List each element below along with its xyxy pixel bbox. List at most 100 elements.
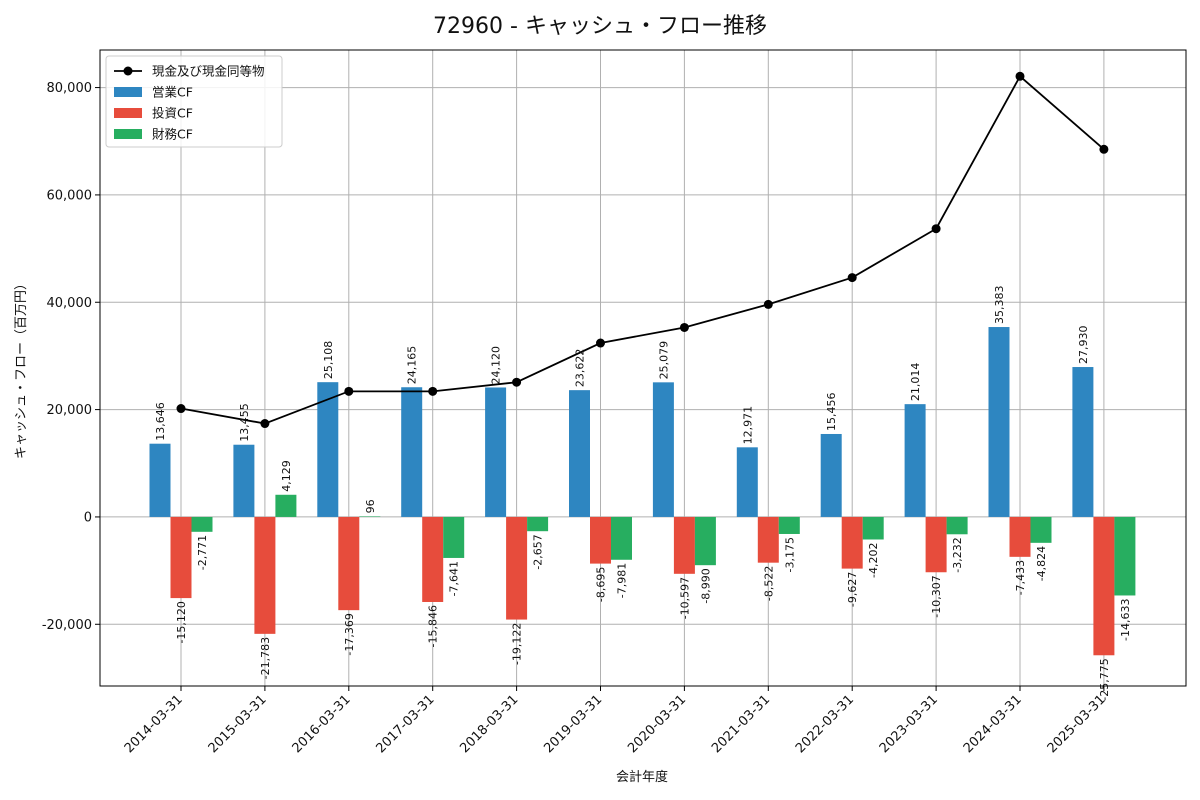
cash-equivalents-point [763, 299, 773, 309]
bar-営業CF [988, 327, 1010, 517]
cash-equivalents-point [679, 322, 689, 332]
chart-title: 72960 - キャッシュ・フロー推移 [433, 14, 767, 39]
bar-value-label: 27,930 [1077, 326, 1090, 365]
legend-bar-swatch [114, 129, 142, 139]
bar-投資CF [841, 516, 863, 569]
bar-value-label: -15,120 [175, 601, 188, 643]
bar-財務CF [191, 516, 213, 532]
bar-value-label: 23,622 [574, 349, 587, 388]
bar-value-label: -7,641 [448, 561, 461, 596]
bar-営業CF [401, 387, 423, 517]
bar-財務CF [527, 516, 549, 532]
bar-value-label: 96 [364, 499, 377, 513]
bar-財務CF [1114, 516, 1136, 596]
legend-label: 投資CF [152, 106, 193, 121]
bar-value-label: -7,981 [616, 563, 629, 598]
bar-投資CF [925, 516, 947, 573]
cash-equivalents-line [180, 74, 1105, 425]
bar-value-label: 24,165 [406, 346, 419, 385]
bar-財務CF [443, 516, 465, 558]
bar-value-label: -8,990 [699, 568, 712, 603]
cash-equivalents-point [260, 419, 270, 429]
legend-label: 現金及び現金同等物 [152, 64, 265, 79]
bar-value-label: -4,202 [867, 542, 880, 577]
bar-value-label: -3,232 [951, 537, 964, 572]
y-tick-label: 80,000 [47, 81, 93, 96]
bar-財務CF [694, 516, 716, 566]
bar-投資CF [1093, 516, 1115, 656]
bar-営業CF [317, 382, 339, 517]
bar-財務CF [359, 516, 381, 517]
bar-営業CF [652, 382, 674, 517]
plot-area-frame [99, 49, 1187, 687]
cash-equivalents-point [847, 273, 857, 283]
bar-財務CF [611, 516, 632, 560]
bar-value-label: -14,633 [1119, 598, 1132, 640]
legend-frame [105, 55, 283, 148]
bar-value-label: -2,657 [532, 534, 545, 569]
y-axis-ticks: -20,000 0 20,000 40,000 60,000 80,000 [42, 81, 100, 633]
bar-value-label: -2,771 [196, 535, 209, 570]
x-axis-label: 会計年度 [616, 769, 668, 785]
y-tick-label: 0 [84, 510, 92, 525]
bar-営業CF [1072, 367, 1094, 517]
cash-equivalents-point [931, 224, 941, 234]
bar-投資CF [170, 516, 192, 599]
bar-value-label: 13,455 [238, 403, 251, 442]
bar-営業CF [233, 444, 255, 517]
bar-value-label: 24,120 [490, 346, 503, 384]
cash-equivalents-point [344, 386, 354, 396]
bar-財務CF [275, 494, 297, 517]
y-axis-label: キャッシュ・フロー（百万円） [14, 277, 29, 459]
legend-label: 営業CF [152, 85, 193, 100]
bar-value-label: -10,597 [678, 577, 691, 619]
bar-営業CF [904, 404, 926, 517]
bar-value-label: 35,383 [993, 286, 1006, 325]
legend-marker [123, 66, 133, 76]
bar-value-label: -21,783 [259, 637, 272, 679]
bar-営業CF [149, 443, 171, 517]
cash-equivalents-point [176, 404, 186, 414]
bar-営業CF [820, 433, 842, 517]
line-group [176, 71, 1109, 429]
bar-value-label: 25,108 [322, 341, 335, 380]
bar-財務CF [1030, 516, 1052, 543]
bar-value-label: -25,775 [1098, 658, 1111, 700]
bar-value-label: 21,014 [909, 363, 922, 402]
y-tick-label: -20,000 [42, 618, 92, 633]
cash-equivalents-point [596, 338, 605, 348]
legend-bar-swatch [114, 108, 142, 118]
bar-value-label: 12,971 [741, 406, 754, 445]
y-tick-label: 20,000 [47, 403, 93, 418]
bar-投資CF [757, 516, 779, 563]
y-tick-label: 40,000 [47, 296, 93, 311]
cash-equivalents-point [1099, 144, 1109, 154]
bar-営業CF [569, 390, 590, 517]
bar-value-label: 15,456 [825, 392, 838, 431]
bar-value-label: 13,646 [154, 402, 167, 441]
cash-equivalents-point [1015, 71, 1025, 81]
bar-value-label: -19,122 [511, 623, 524, 665]
bar-value-label: -17,369 [343, 613, 356, 655]
bar-投資CF [254, 516, 276, 634]
bar-value-label: -8,522 [762, 566, 775, 601]
bars-group [149, 327, 1136, 656]
bar-value-label: 25,079 [657, 341, 670, 380]
bar-labels-group: 13,646 13,455 25,108 24,165 24,120 23,622 25,0… [154, 286, 1132, 701]
bar-value-label: -10,307 [930, 575, 943, 617]
bar-財務CF [862, 516, 884, 540]
bar-value-label: -3,175 [783, 537, 796, 572]
bar-営業CF [736, 447, 758, 517]
legend-label: 財務CF [152, 127, 193, 142]
bar-財務CF [778, 516, 800, 534]
bar-value-label: 4,129 [280, 460, 293, 492]
bar-value-label: -15,846 [427, 605, 440, 647]
bar-value-label: -7,433 [1014, 560, 1027, 595]
bar-value-label: -9,627 [846, 572, 859, 607]
legend-bar-swatch [114, 87, 142, 97]
bar-財務CF [946, 516, 968, 535]
bar-value-label: -8,695 [595, 567, 608, 602]
bar-投資CF [1009, 516, 1031, 557]
